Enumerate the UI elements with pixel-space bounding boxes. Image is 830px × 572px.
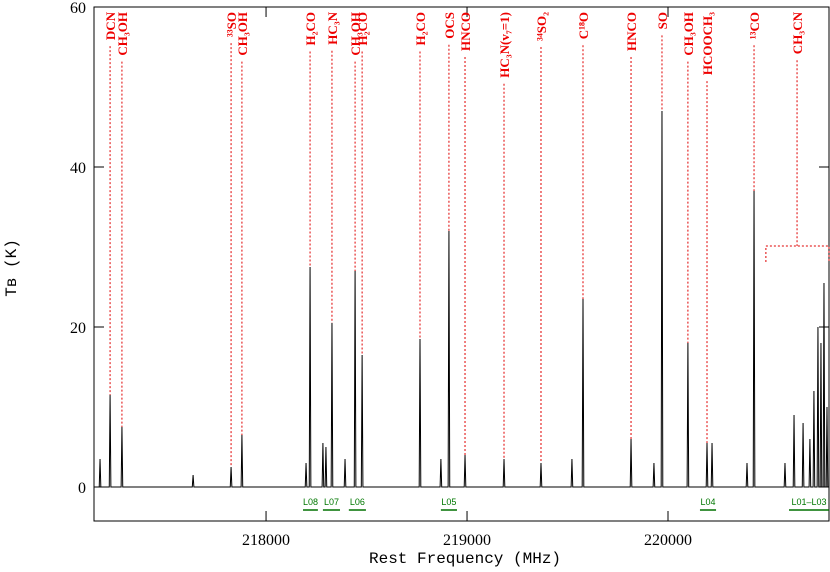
range-label: L01–L03 bbox=[791, 497, 826, 507]
line-label: DCN bbox=[103, 11, 118, 40]
line-label: H₂CO bbox=[413, 12, 428, 46]
line-label: H₂CO bbox=[355, 12, 370, 46]
line-label: OCS bbox=[442, 12, 457, 39]
plot-frame bbox=[93, 6, 830, 522]
y-tick-label: 40 bbox=[70, 160, 86, 177]
line-label: CH₃OH bbox=[115, 12, 130, 56]
line-label: ³³SO bbox=[224, 12, 239, 37]
y-tick-label: 20 bbox=[70, 320, 86, 337]
line-bracket bbox=[765, 245, 830, 262]
line-label: SO bbox=[655, 12, 670, 29]
line-label: HC₃N bbox=[325, 11, 340, 44]
line-label: ¹³CO bbox=[747, 12, 762, 39]
range-label: L07 bbox=[324, 497, 339, 507]
y-axis-label: Tʙ (K) bbox=[3, 239, 21, 297]
range-label: L04 bbox=[700, 497, 715, 507]
line-label: C¹⁸O bbox=[576, 12, 591, 39]
range-label: L05 bbox=[441, 497, 456, 507]
line-label: CH₃CN bbox=[790, 11, 805, 54]
line-label: CH₃OH bbox=[681, 12, 696, 56]
line-label: ³⁴SO₂ bbox=[534, 12, 549, 41]
line-label: HCOOCH₃ bbox=[700, 12, 715, 75]
x-tick-label: 220000 bbox=[644, 532, 692, 549]
spectrum-line bbox=[94, 110, 829, 488]
x-tick-label: 218000 bbox=[242, 532, 290, 549]
y-tick-label: 0 bbox=[78, 480, 86, 497]
y-tick-label: 60 bbox=[70, 0, 86, 17]
range-label: L06 bbox=[350, 497, 365, 507]
line-label: HNCO bbox=[624, 12, 639, 51]
line-label: CH₃OH bbox=[235, 12, 250, 56]
x-axis-label: Rest Frequency (MHz) bbox=[369, 550, 561, 568]
range-label: L08 bbox=[303, 497, 318, 507]
line-label: HC₃N(v₇=1) bbox=[497, 12, 512, 78]
line-label: HNCO bbox=[458, 12, 473, 51]
x-tick-label: 219000 bbox=[443, 532, 491, 549]
line-label: H₂CO bbox=[303, 12, 318, 46]
line-label: CH₃OH bbox=[348, 12, 363, 56]
